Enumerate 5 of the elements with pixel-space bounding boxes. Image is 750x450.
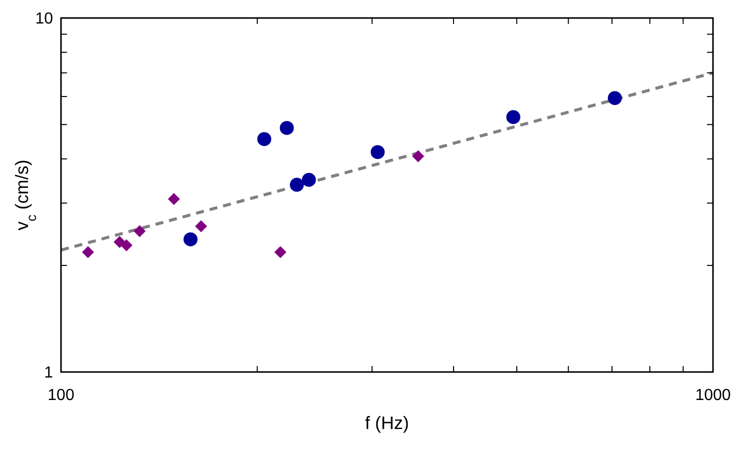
x-tick-label: 1000 bbox=[695, 387, 731, 404]
y-tick-label: 10 bbox=[35, 10, 54, 28]
x-axis-title: f (Hz) bbox=[365, 413, 409, 433]
x-tick-label: 100 bbox=[48, 387, 74, 404]
y-tick-label: 1 bbox=[44, 364, 54, 382]
